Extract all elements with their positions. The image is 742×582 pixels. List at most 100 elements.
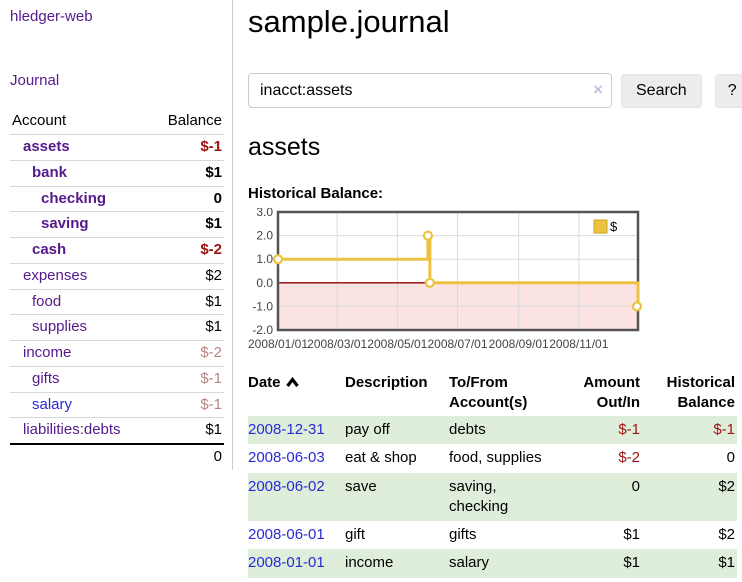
accounts-header-row: Account Balance [10,109,224,135]
x-axis-tick-label: 2008/03/01 [307,337,367,351]
accounts-header-account: Account [12,112,67,129]
account-cell: cash [10,237,152,264]
transaction-description: income [345,554,394,572]
transaction-accounts: saving, checking [449,477,509,515]
transaction-date-cell: 2008-06-01 [248,521,345,549]
transaction-accounts: debts [449,421,486,438]
legend-label: $ [610,219,618,234]
y-axis-tick-label: 0.0 [256,276,273,290]
register-header-row: Date Description To/From Account(s) Amou… [248,371,737,416]
page-title: sample.journal [248,4,450,39]
sort-ascending-icon [285,376,299,387]
account-balance: $-1 [151,365,224,392]
account-row: liabilities:debts $1 [10,417,224,444]
transaction-balance: $-1 [713,421,735,438]
account-cell: supplies [10,314,152,341]
register-header-amount[interactable]: Amount Out/In [583,374,640,411]
register-header-description[interactable]: Description [345,374,428,391]
transaction-balance: $2 [718,477,735,495]
sidebar-item-journal[interactable]: Journal [10,72,60,89]
account-cell: gifts [10,365,152,392]
account-balance: 0 [151,185,224,212]
transaction-accounts: salary [449,554,490,572]
search-input[interactable] [248,73,612,108]
account-cell: liabilities:debts [10,417,152,444]
account-link[interactable]: cash [32,241,67,258]
account-link[interactable]: expenses [23,266,88,284]
transaction-description: eat & shop [345,449,417,467]
x-axis-tick-label: 2008/11/01 [549,337,608,351]
account-row: assets $-1 [10,134,224,161]
account-link[interactable]: income [23,344,72,361]
account-cell: checking [10,185,152,212]
search-box: × [248,73,612,108]
clear-search-icon[interactable]: × [593,80,603,99]
account-balance: $1 [151,288,224,315]
transaction-date-link[interactable]: 2008-06-01 [248,526,325,543]
account-cell: income [10,340,152,367]
account-link[interactable]: saving [41,215,89,233]
y-axis-tick-label: -2.0 [252,323,273,337]
help-button[interactable]: ? [714,73,742,108]
main-content: sample.journal × Search ? assets Histori… [248,0,742,578]
transaction-row: 2008-06-03 eat & shop food, supplies $-2 0 [248,444,737,472]
account-balance: $1 [151,159,224,186]
account-balance: $2 [151,262,224,289]
accounts-table: Account Balance assets $-1 bank $1 checking 0… [10,109,224,470]
account-row: salary $-1 [10,391,224,418]
transaction-date-cell: 2008-01-01 [248,549,345,577]
account-link[interactable]: supplies [32,318,88,336]
search-button[interactable]: Search [621,73,702,108]
register-header-balance[interactable]: Historical Balance [666,374,735,411]
transaction-description: pay off [345,421,390,438]
account-cell: expenses [10,262,152,289]
x-axis-tick-label: 2008/05/01 [367,337,427,351]
transaction-date-link[interactable]: 2008-06-02 [248,477,325,495]
account-balance: $1 [151,211,224,238]
account-link[interactable]: salary [32,395,73,413]
transaction-date-link[interactable]: 2008-01-01 [248,554,325,572]
transaction-date-link[interactable]: 2008-12-31 [248,421,325,438]
account-cell: food [10,288,152,315]
x-axis-tick-label: 2008/07/01 [427,337,487,351]
account-balance: $-1 [151,391,224,418]
transaction-amount: 0 [631,477,640,495]
x-axis-tick-label: 2008/01/01 [248,337,308,351]
transaction-date-link[interactable]: 2008-06-03 [248,449,325,467]
account-cell: assets [10,134,152,161]
account-link[interactable]: checking [41,189,107,207]
account-row: bank $1 [10,159,224,186]
brand-link[interactable]: hledger-web [10,8,93,25]
account-link[interactable]: assets [23,138,70,155]
register-header-accounts[interactable]: To/From Account(s) [449,374,528,411]
account-balance: $-2 [151,340,224,367]
account-link[interactable]: bank [32,163,68,181]
historical-balance-chart: $3.0 2.0 1.0 0.0 -1.0 -2.0 2008/01/01 2008/03/0… [248,205,737,358]
register-header-date[interactable]: Date [248,371,345,416]
transaction-description: gift [345,526,366,543]
chart-data-point [424,277,435,288]
transaction-date-cell: 2008-06-02 [248,473,345,522]
transaction-row: 2008-01-01 income salary $1 $1 [248,549,737,578]
account-link[interactable]: gifts [32,369,60,387]
account-row: gifts $-1 [10,365,224,392]
transaction-accounts: food, supplies [449,449,542,467]
transaction-row: 2008-06-02 save saving, checking 0 $2 [248,472,737,522]
x-axis-tick-label: 2008/09/01 [489,337,549,351]
transaction-balance: $1 [718,554,735,572]
account-row: checking 0 [10,185,224,212]
account-row: food $1 [10,288,224,315]
account-cell: saving [10,211,152,238]
account-row: expenses $2 [10,262,224,289]
account-balance: $-1 [151,134,224,161]
account-link[interactable]: food [32,292,62,310]
accounts-total-row: 0 [10,443,224,470]
sidebar: hledger-web Journal Account Balance asse… [0,0,233,470]
account-heading: assets [248,133,321,161]
account-cell: bank [10,159,152,186]
transaction-date-cell: 2008-12-31 [248,416,345,444]
search-form: × Search ? [248,73,742,108]
accounts-total-balance: 0 [151,443,224,470]
account-link[interactable]: liabilities:debts [23,421,121,439]
